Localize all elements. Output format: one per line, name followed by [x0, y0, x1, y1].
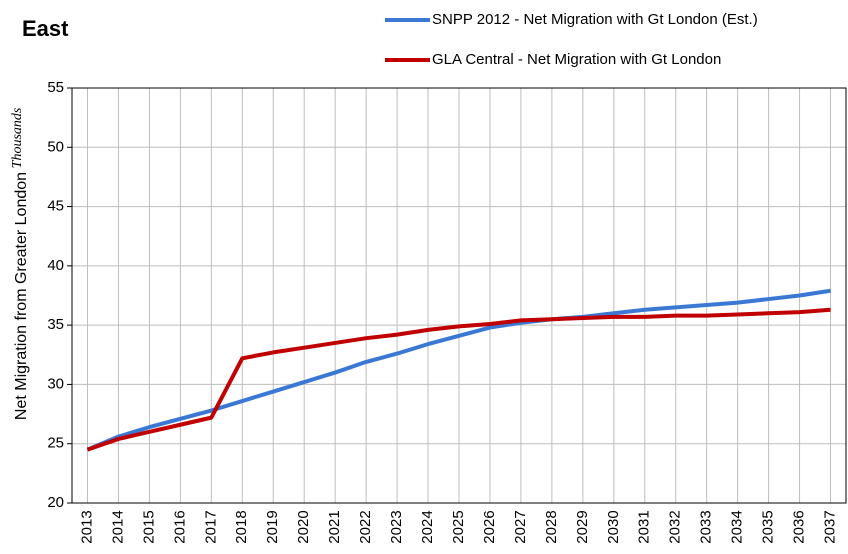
x-tick-label: 2017 [202, 510, 219, 543]
x-tick-label: 2020 [295, 510, 312, 543]
x-tick-label: 2016 [171, 510, 188, 543]
y-tick-label: 40 [47, 257, 64, 274]
y-tick-label: 25 [47, 435, 64, 452]
x-tick-label: 2032 [667, 510, 684, 543]
y-tick-label: 55 [47, 79, 64, 96]
y-unit: Thousands [10, 107, 25, 168]
x-tick-label: 2030 [605, 510, 622, 543]
x-tick-label: 2027 [512, 510, 529, 543]
y-tick-label: 20 [47, 494, 64, 511]
x-tick-label: 2036 [791, 510, 808, 543]
y-axis-label: Net Migration from Greater London [13, 172, 30, 420]
legend-label: SNPP 2012 - Net Migration with Gt London… [432, 11, 758, 28]
x-tick-label: 2037 [821, 510, 838, 543]
x-tick-label: 2014 [109, 510, 126, 543]
x-tick-label: 2026 [481, 510, 498, 543]
x-tick-label: 2034 [729, 510, 746, 543]
x-tick-label: 2035 [760, 510, 777, 543]
data-line [86, 288, 831, 452]
y-tick-label: 30 [47, 375, 64, 392]
x-tick-label: 2023 [388, 510, 405, 543]
x-tick-label: 2015 [140, 510, 157, 543]
legend-label: GLA Central - Net Migration with Gt Lond… [432, 51, 721, 68]
x-tick-label: 2021 [326, 510, 343, 543]
x-tick-label: 2022 [357, 510, 374, 543]
x-tick-label: 2028 [543, 510, 560, 543]
x-tick-label: 2025 [450, 510, 467, 543]
x-tick-label: 2031 [636, 510, 653, 543]
y-tick-label: 45 [47, 198, 64, 215]
plot-border [71, 87, 847, 504]
y-tick-label: 35 [47, 316, 64, 333]
x-tick-label: 2024 [419, 510, 436, 543]
data-line [86, 307, 831, 452]
x-tick-label: 2033 [698, 510, 715, 543]
x-tick-label: 2029 [574, 510, 591, 543]
y-tick-label: 50 [47, 138, 64, 155]
x-tick-label: 2019 [264, 510, 281, 543]
x-tick-label: 2018 [233, 510, 250, 543]
chart-title: East [22, 16, 69, 41]
x-tick-label: 2013 [78, 510, 95, 543]
